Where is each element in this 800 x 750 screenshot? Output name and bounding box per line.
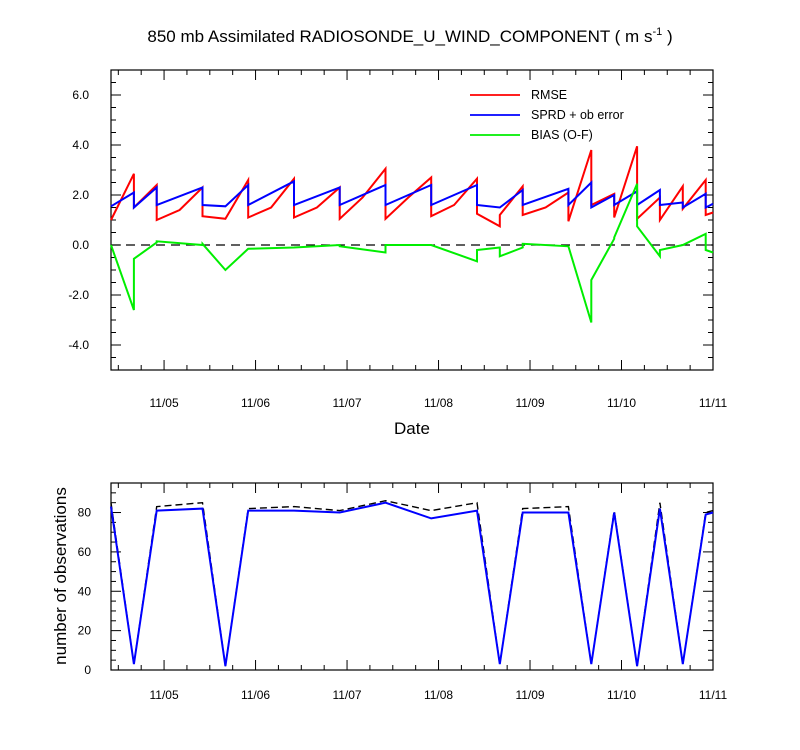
- top-xtick-label: 11/11: [699, 396, 728, 410]
- legend: RMSE SPRD + ob error BIAS (O-F): [470, 88, 624, 142]
- top-xtick-label: 11/06: [241, 396, 270, 410]
- chart-title: 850 mb Assimilated RADIOSONDE_U_WIND_COM…: [147, 26, 672, 46]
- top-xtick-label: 11/10: [607, 396, 636, 410]
- top-xtick-label: 11/09: [515, 396, 544, 410]
- top-ytick-label: 4.0: [72, 138, 89, 152]
- top-ytick-label: -2.0: [68, 288, 89, 302]
- top-ytick-label: 0.0: [72, 238, 89, 252]
- bottom-plot-frame: [110, 482, 714, 671]
- bottom-xtick-label: 11/07: [332, 688, 361, 702]
- top-xtick-label: 11/08: [424, 396, 453, 410]
- legend-label: BIAS (O-F): [531, 128, 593, 142]
- series-line-sprd-ob-error: [110, 179, 714, 210]
- top-xtick-label: 11/07: [332, 396, 361, 410]
- bottom-ytick-label: 60: [78, 545, 92, 559]
- obs-series-obs-assimilated: [110, 501, 714, 667]
- top-xlabel: Date: [394, 419, 430, 438]
- top-ytick-label: 6.0: [72, 88, 89, 102]
- bottom-ytick-label: 20: [78, 624, 92, 638]
- bottom-xtick-label: 11/11: [699, 688, 728, 702]
- top-panel: -4.0 -2.0 0.0 2.0 4.0 6.0 11/05 11/06 11/07 11/0…: [68, 69, 728, 438]
- top-ytick-label: -4.0: [68, 338, 89, 352]
- obs-series-obs-possible: [110, 499, 714, 667]
- bottom-xtick-label: 11/09: [515, 688, 544, 702]
- bottom-xtick-label: 11/05: [149, 688, 178, 702]
- top-xtick-label: 11/05: [149, 396, 178, 410]
- top-ytick-label: 2.0: [72, 188, 89, 202]
- bottom-ylabel: number of observations: [51, 487, 70, 665]
- bottom-panel: 0 20 40 60 80 11/05 11/06 11/07 11/08 11/09 11/10…: [51, 482, 728, 702]
- bottom-xtick-label: 11/06: [241, 688, 270, 702]
- bottom-xtick-label: 11/08: [424, 688, 453, 702]
- bottom-xtick-label: 11/10: [607, 688, 636, 702]
- series-line-rmse: [110, 145, 714, 228]
- series-line-bias-o-f: [110, 183, 714, 323]
- legend-label: SPRD + ob error: [531, 108, 624, 122]
- bottom-ytick-label: 80: [78, 506, 92, 520]
- legend-label: RMSE: [531, 88, 567, 102]
- bottom-ytick-label: 40: [78, 584, 92, 598]
- bottom-ytick-label: 0: [84, 663, 91, 677]
